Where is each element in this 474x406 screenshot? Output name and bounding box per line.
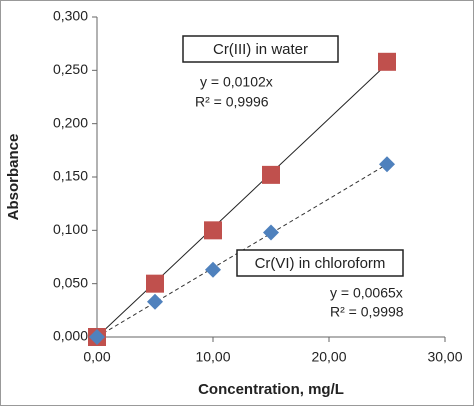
marker [205,261,221,278]
x-tick-label: 30,00 [427,349,462,365]
marker [147,293,163,310]
y-tick-label: 0,000 [53,328,88,344]
trend-r2: R² = 0,9998 [330,304,404,320]
marker [263,224,279,241]
trendline [96,63,388,338]
series-label: Cr(III) in water [213,41,308,58]
y-tick-label: 0,100 [53,221,88,237]
y-tick-label: 0,200 [53,114,88,130]
y-axis-title: Absorbance [5,134,22,221]
marker [146,274,164,293]
x-tick-label: 20,00 [311,349,346,365]
series-label-box [236,249,404,277]
series-label: Cr(VI) in chloroform [255,255,386,272]
marker [262,165,280,184]
y-tick-label: 0,050 [53,274,88,290]
x-axis-title: Concentration, mg/L [198,381,344,398]
marker [379,156,395,173]
marker [204,221,222,240]
trend-equation: y = 0,0102x [200,74,273,90]
series-label-box [182,35,339,63]
y-tick-label: 0,150 [53,168,88,184]
y-tick-label: 0,250 [53,61,88,77]
marker [378,52,396,71]
marker [89,329,105,345]
x-tick-label: 0,00 [83,349,110,365]
trend-equation: y = 0,0065x [330,285,403,301]
y-tick-label: 0,300 [53,8,88,24]
x-tick-label: 10,00 [195,349,230,365]
trend-r2: R² = 0,9996 [195,94,269,110]
